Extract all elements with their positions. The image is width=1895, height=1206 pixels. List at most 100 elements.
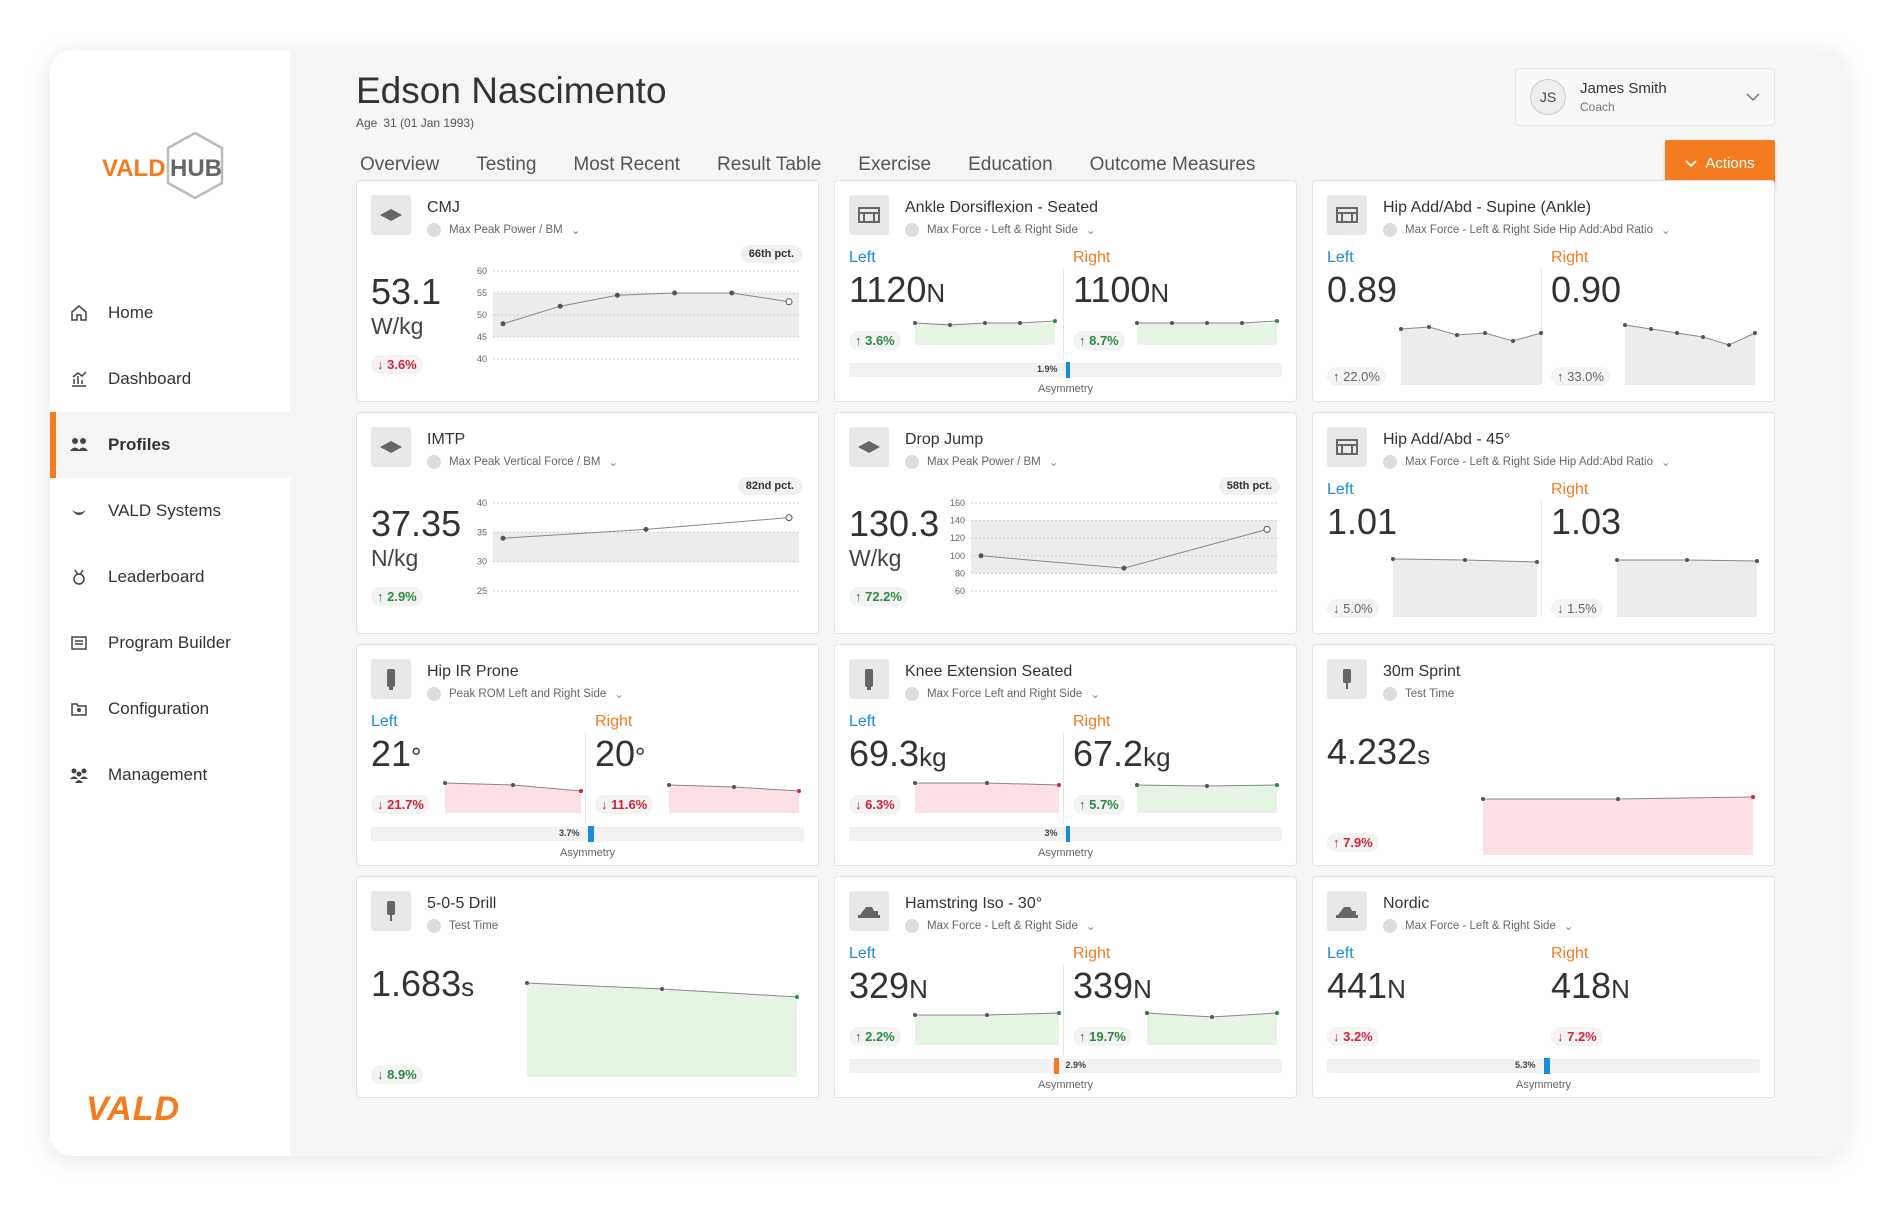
test-card-ankle-dorsiflexion[interactable]: Ankle Dorsiflexion - Seated Max Force - …	[834, 180, 1297, 402]
metric-selector[interactable]: Max Force - Left & Right Side ⌄	[1383, 919, 1573, 933]
data-point	[500, 535, 506, 541]
metric-selector[interactable]: Max Peak Power / BM ⌄	[905, 455, 1058, 469]
timing-gate-icon	[371, 891, 411, 931]
sidebar-item-profiles[interactable]: Profiles	[50, 412, 290, 478]
test-card-hip-ir-prone[interactable]: Hip IR Prone Peak ROM Left and Right Sid…	[356, 644, 819, 866]
metric-selector[interactable]: Max Peak Vertical Force / BM ⌄	[427, 455, 618, 469]
asymmetry-value: 1.9%	[1036, 364, 1058, 374]
tab-education[interactable]: Education	[968, 154, 1053, 175]
divider	[585, 733, 586, 823]
right-number: 1100	[1073, 269, 1151, 310]
age-label: Age	[356, 116, 378, 130]
left-number: 1120	[849, 269, 927, 310]
metric-label: Peak ROM Left and Right Side	[449, 688, 607, 700]
percentile-badge: 82nd pct.	[737, 477, 802, 495]
card-title: Drop Jump	[905, 431, 984, 448]
sidebar-item-label: Program Builder	[108, 633, 231, 652]
change-badge: ↑ 2.9%	[371, 587, 423, 606]
right-value: 418N	[1551, 965, 1630, 1007]
sidebar-item-program-builder[interactable]: Program Builder	[50, 610, 290, 676]
sidebar-item-management[interactable]: Management	[50, 742, 290, 808]
divider	[1541, 501, 1542, 616]
test-card-knee-extension[interactable]: Knee Extension Seated Max Force Left and…	[834, 644, 1297, 866]
check-icon	[1383, 687, 1397, 701]
check-icon	[905, 455, 919, 469]
metric-selector[interactable]: Max Force - Left & Right Side ⌄	[905, 919, 1095, 933]
test-cards-grid: CMJ Max Peak Power / BM ⌄ 66th pct. 53.1 …	[356, 180, 1775, 1098]
metric-selector[interactable]: Max Peak Power / BM ⌄	[427, 223, 580, 237]
test-card-imtp[interactable]: IMTP Max Peak Vertical Force / BM ⌄ 82nd …	[356, 412, 819, 634]
left-trend-chart	[443, 781, 583, 813]
left-label: Left	[1327, 945, 1354, 962]
metric-label: Max Peak Power / BM	[927, 456, 1041, 468]
asymmetry-marker	[1065, 362, 1070, 378]
sidebar-item-configuration[interactable]: Configuration	[50, 676, 290, 742]
left-unit: kg	[919, 742, 947, 772]
left-label: Left	[849, 945, 876, 962]
y-tick-label: 60	[955, 586, 965, 596]
data-point	[643, 526, 649, 532]
right-unit: °	[635, 742, 646, 772]
force-frame-icon	[1327, 427, 1367, 467]
metric-selector[interactable]: Max Force - Left & Right Side Hip Add:Ab…	[1383, 223, 1671, 237]
data-point	[557, 303, 563, 309]
right-value: 67.2kg	[1073, 733, 1171, 775]
metric-selector[interactable]: Max Force Left and Right Side ⌄	[905, 687, 1100, 701]
card-title: Hip Add/Abd - 45°	[1383, 431, 1511, 448]
asymmetry-value: 2.9%	[1065, 1060, 1087, 1070]
sidebar-item-home[interactable]: Home	[50, 280, 290, 346]
metric-selector[interactable]: Max Force - Left & Right Side Hip Add:Ab…	[1383, 455, 1671, 469]
metric-label: Test Time	[1405, 688, 1455, 700]
sidebar-item-label: Management	[108, 765, 208, 784]
sidebar-item-label: Configuration	[108, 699, 210, 718]
test-card-hip-add-abd-supine[interactable]: Hip Add/Abd - Supine (Ankle) Max Force -…	[1312, 180, 1775, 402]
test-card-hip-add-abd-45[interactable]: Hip Add/Abd - 45° Max Force - Left & Rig…	[1312, 412, 1775, 634]
profiles-icon	[68, 434, 90, 456]
asymmetry-label: Asymmetry	[1038, 383, 1093, 395]
data-point	[785, 298, 793, 306]
chevron-down-icon: ⌄	[614, 689, 624, 701]
tab-exercise[interactable]: Exercise	[858, 154, 932, 175]
actions-button[interactable]: Actions	[1665, 140, 1775, 186]
tab-testing[interactable]: Testing	[476, 154, 537, 175]
sidebar-item-vald-systems[interactable]: VALD Systems	[50, 478, 290, 544]
metric-unit: W/kg	[849, 545, 902, 571]
y-tick-label: 40	[477, 498, 487, 508]
sidebar-item-dashboard[interactable]: Dashboard	[50, 346, 290, 412]
y-tick-label: 25	[477, 586, 487, 596]
metric-label: Max Force Left and Right Side	[927, 688, 1083, 700]
actions-label: Actions	[1705, 154, 1755, 172]
sidebar-item-label: VALD Systems	[108, 501, 222, 520]
asymmetry-marker	[1065, 826, 1070, 842]
trend-chart	[1481, 795, 1755, 855]
user-menu[interactable]: JS James Smith Coach	[1515, 68, 1775, 126]
right-change-badge: ↓ 1.5%	[1551, 599, 1603, 618]
test-card-hamstring-iso[interactable]: Hamstring Iso - 30° Max Force - Left & R…	[834, 876, 1297, 1098]
percentile-badge: 58th pct.	[1218, 477, 1280, 495]
right-change-badge: ↓ 7.2%	[1551, 1027, 1603, 1046]
left-change-badge: ↓ 3.2%	[1327, 1027, 1379, 1046]
data-point	[729, 290, 735, 296]
metric-selector[interactable]: Peak ROM Left and Right Side ⌄	[427, 687, 624, 701]
test-card-30m-sprint[interactable]: 30m Sprint Test Time 4.232s ↑ 7.9%	[1312, 644, 1775, 866]
metric-label: Max Peak Power / BM	[449, 224, 563, 236]
metric-label-row: Test Time	[427, 919, 498, 933]
tab-result-table[interactable]: Result Table	[717, 154, 822, 175]
test-card-505-drill[interactable]: 5-0-5 Drill Test Time 1.683s ↓ 8.9%	[356, 876, 819, 1098]
profile-header: Edson Nascimento Age 31 (01 Jan 1993) Ove…	[290, 50, 1845, 210]
test-card-cmj[interactable]: CMJ Max Peak Power / BM ⌄ 66th pct. 53.1 …	[356, 180, 819, 402]
data-point	[1263, 525, 1271, 533]
test-card-drop-jump[interactable]: Drop Jump Max Peak Power / BM ⌄ 58th pct.…	[834, 412, 1297, 634]
test-card-nordic[interactable]: Nordic Max Force - Left & Right Side ⌄ Le…	[1312, 876, 1775, 1098]
metric-selector[interactable]: Max Force - Left & Right Side ⌄	[905, 223, 1095, 237]
left-label: Left	[849, 713, 876, 730]
tab-outcome-measures[interactable]: Outcome Measures	[1089, 154, 1256, 175]
tab-most-recent[interactable]: Most Recent	[573, 154, 681, 175]
valdhub-logo[interactable]: VALD HUB	[100, 128, 250, 218]
card-title: 5-0-5 Drill	[427, 895, 497, 912]
card-title: Knee Extension Seated	[905, 663, 1073, 680]
right-value: 20°	[595, 733, 645, 775]
sidebar-item-leaderboard[interactable]: Leaderboard	[50, 544, 290, 610]
left-label: Left	[1327, 249, 1354, 266]
data-point	[785, 514, 793, 522]
